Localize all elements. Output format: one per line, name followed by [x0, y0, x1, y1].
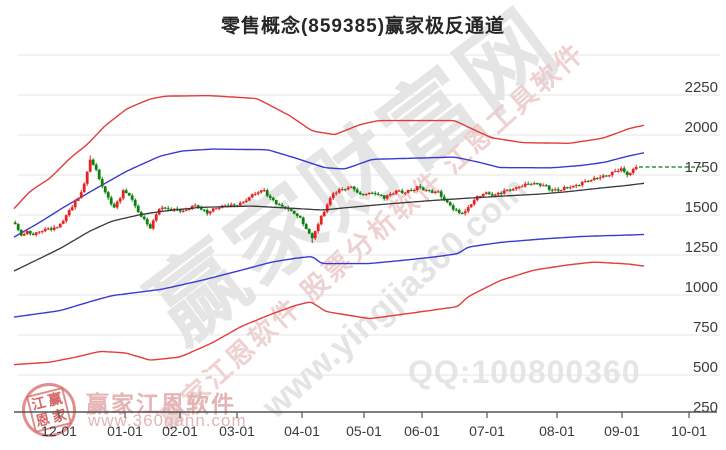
y-axis-tick-label: 1000 — [685, 279, 718, 296]
candles-group — [13, 155, 638, 243]
y-axis-tick-label: 750 — [693, 319, 718, 336]
channel-lower-red-line — [13, 261, 645, 366]
channel-middle-black-line — [13, 182, 645, 272]
x-axis-tick-label: 07-01 — [469, 423, 505, 439]
chart-title: 零售概念(859385)赢家极反通道 — [220, 16, 506, 37]
x-axis-tick-label: 02-01 — [162, 423, 198, 439]
y-axis-tick-label: 500 — [693, 359, 718, 376]
x-axis-tick-label: 12-01 — [41, 423, 77, 439]
y-axis-tick-label: 1500 — [685, 199, 718, 216]
watermark-qq: QQ:100800360 — [408, 354, 641, 390]
y-axis-tick-label: 2250 — [685, 79, 718, 96]
x-axis-tick-label: 09-01 — [604, 423, 640, 439]
x-axis-tick-label: 06-01 — [404, 423, 440, 439]
x-axis-tick-label: 01-01 — [107, 423, 143, 439]
x-axis-tick-label: 08-01 — [539, 423, 575, 439]
x-axis: 12-01 01-01 02-01 03-01 04-01 05-01 06-01 07-01… — [14, 411, 717, 439]
x-axis-tick-label: 03-01 — [219, 423, 255, 439]
gridlines-group — [18, 54, 720, 376]
y-axis-labels: 2250 2000 1750 1500 1250 1000 750 500 250 — [685, 79, 718, 416]
channel-upper-blue-line — [13, 148, 645, 238]
x-axis-tick-label: 10-01 — [671, 423, 707, 439]
channel-upper-red-line — [13, 94, 645, 210]
y-axis-tick-label: 1250 — [685, 239, 718, 256]
brand-url: www.360gann.com — [88, 411, 247, 430]
channel-lower-blue-line — [13, 233, 644, 318]
y-axis-tick-label: 1750 — [685, 159, 718, 176]
y-axis-tick-label: 2000 — [685, 119, 718, 136]
x-axis-tick-label: 04-01 — [284, 423, 320, 439]
y-axis-tick-label: 250 — [693, 399, 718, 416]
x-axis-tick-label: 05-01 — [346, 423, 382, 439]
